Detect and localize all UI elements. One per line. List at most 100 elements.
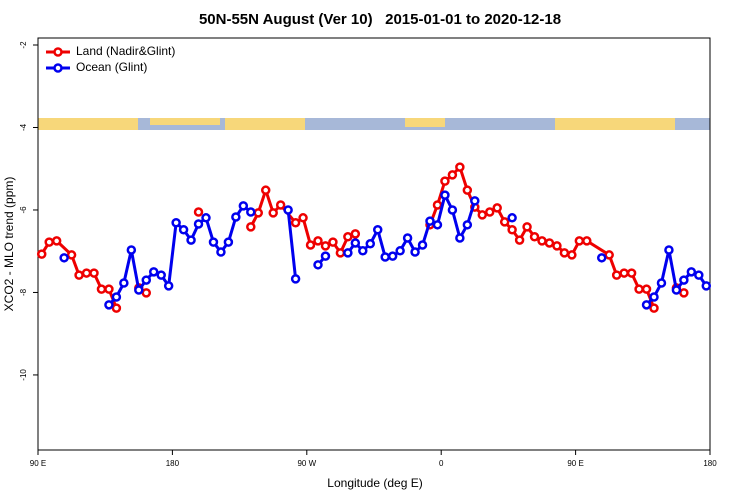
legend-marker	[53, 63, 63, 73]
point	[260, 185, 271, 195]
line	[107, 190, 708, 306]
point	[455, 162, 465, 172]
x-tick-label: 0	[439, 459, 444, 468]
point	[141, 288, 152, 298]
point	[514, 235, 525, 245]
point	[320, 241, 331, 251]
point	[559, 248, 570, 258]
point	[223, 237, 234, 247]
point	[432, 200, 443, 210]
point	[537, 236, 547, 246]
point	[156, 270, 166, 280]
point	[89, 268, 99, 278]
x-tick-label: 90 W	[297, 459, 316, 468]
point	[664, 245, 674, 255]
point	[634, 284, 644, 294]
point	[328, 237, 338, 247]
point	[492, 203, 502, 213]
y-tick-label: -4	[19, 123, 28, 131]
point	[552, 241, 562, 251]
y-tick-label: -8	[19, 288, 28, 296]
point	[671, 285, 682, 295]
point	[440, 176, 450, 186]
point	[447, 170, 458, 180]
x-axis-label: Longitude (deg E)	[327, 476, 422, 490]
point	[626, 268, 637, 278]
point	[96, 284, 107, 294]
point	[313, 260, 323, 270]
point	[701, 281, 712, 291]
point	[246, 207, 256, 217]
point	[641, 284, 652, 294]
point	[484, 207, 495, 217]
point	[238, 201, 249, 211]
point	[656, 278, 667, 288]
point	[402, 233, 413, 243]
point	[193, 207, 204, 217]
point	[694, 270, 704, 280]
point	[679, 275, 689, 285]
point	[358, 246, 368, 256]
point	[447, 205, 458, 215]
x-tick-label: 90 E	[30, 459, 46, 468]
x-tick-label: 90 E	[567, 459, 583, 468]
point	[290, 218, 301, 228]
point	[36, 249, 47, 259]
point	[522, 222, 532, 232]
point	[686, 267, 697, 277]
point	[529, 232, 540, 242]
point	[604, 250, 614, 260]
point	[320, 251, 331, 261]
point	[611, 270, 622, 280]
point	[148, 267, 159, 277]
point	[365, 239, 376, 249]
point	[59, 253, 69, 263]
point	[507, 225, 517, 235]
point	[596, 253, 607, 263]
point	[380, 252, 390, 262]
point	[387, 251, 398, 261]
legend-label: Land (Nadir&Glint)	[76, 44, 175, 58]
legend-marker	[53, 47, 63, 57]
point	[290, 274, 301, 284]
point	[425, 216, 435, 226]
point	[51, 236, 62, 246]
point	[208, 237, 219, 247]
point	[141, 275, 152, 285]
point	[268, 208, 278, 218]
point	[201, 213, 211, 223]
point	[134, 285, 144, 295]
point	[298, 213, 308, 223]
point	[462, 185, 473, 195]
land-strip	[38, 118, 710, 130]
point	[499, 217, 510, 227]
point	[619, 268, 629, 278]
point	[193, 219, 204, 229]
point	[649, 303, 659, 313]
point	[74, 270, 84, 280]
y-tick-label: -6	[19, 206, 28, 214]
point	[582, 236, 592, 246]
point	[178, 225, 189, 235]
point	[283, 205, 293, 215]
point	[544, 238, 555, 248]
point	[231, 212, 241, 222]
point	[649, 292, 659, 302]
point	[163, 281, 174, 291]
y-tick-label: -2	[19, 41, 28, 49]
point	[171, 218, 181, 228]
point	[104, 300, 114, 310]
point	[350, 238, 361, 248]
point	[679, 288, 689, 298]
y-axis-label: XCO2 - MLO trend (ppm)	[2, 177, 16, 312]
y-tick-label: -10	[19, 369, 28, 381]
plot-frame	[37, 37, 711, 451]
point	[305, 240, 316, 250]
point	[477, 210, 488, 220]
point	[119, 278, 129, 288]
point	[641, 300, 652, 310]
point	[343, 232, 353, 242]
point	[253, 208, 264, 218]
point	[275, 200, 286, 210]
point	[216, 247, 226, 257]
